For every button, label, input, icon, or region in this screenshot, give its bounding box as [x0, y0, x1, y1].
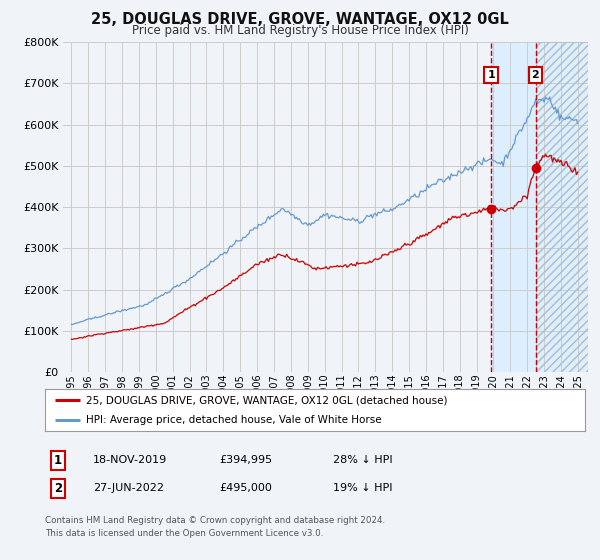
- Text: £495,000: £495,000: [219, 483, 272, 493]
- Text: This data is licensed under the Open Government Licence v3.0.: This data is licensed under the Open Gov…: [45, 529, 323, 538]
- Text: 1: 1: [488, 70, 496, 80]
- Text: 1: 1: [54, 454, 62, 467]
- Bar: [491, 42, 588, 372]
- Text: £394,995: £394,995: [219, 455, 272, 465]
- Text: 2: 2: [532, 70, 539, 80]
- Text: 19% ↓ HPI: 19% ↓ HPI: [333, 483, 392, 493]
- Text: 27-JUN-2022: 27-JUN-2022: [93, 483, 164, 493]
- Text: Contains HM Land Registry data © Crown copyright and database right 2024.: Contains HM Land Registry data © Crown c…: [45, 516, 385, 525]
- Text: Price paid vs. HM Land Registry's House Price Index (HPI): Price paid vs. HM Land Registry's House …: [131, 24, 469, 37]
- Text: 25, DOUGLAS DRIVE, GROVE, WANTAGE, OX12 0GL: 25, DOUGLAS DRIVE, GROVE, WANTAGE, OX12 …: [91, 12, 509, 27]
- Text: 25, DOUGLAS DRIVE, GROVE, WANTAGE, OX12 0GL (detached house): 25, DOUGLAS DRIVE, GROVE, WANTAGE, OX12 …: [86, 395, 447, 405]
- Text: 28% ↓ HPI: 28% ↓ HPI: [333, 455, 392, 465]
- Text: HPI: Average price, detached house, Vale of White Horse: HPI: Average price, detached house, Vale…: [86, 416, 381, 425]
- Text: 18-NOV-2019: 18-NOV-2019: [93, 455, 167, 465]
- Text: 2: 2: [54, 482, 62, 495]
